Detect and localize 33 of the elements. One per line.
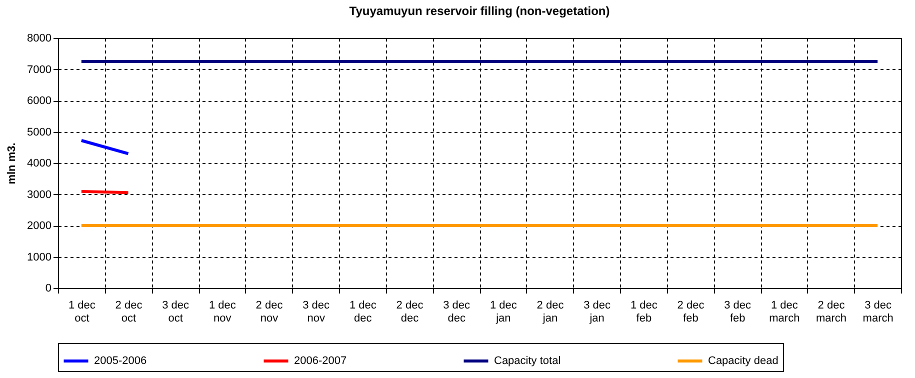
y-tick-label: 4000 (27, 158, 52, 170)
x-tick-label: 3 dec dec (443, 300, 471, 324)
y-tick-label: 3000 (27, 188, 52, 201)
x-tick-label: 1 dec jan (490, 300, 518, 324)
x-tick-label: 1 dec nov (208, 300, 236, 324)
y-tick-label: 8000 (27, 32, 52, 44)
x-tick-label: 3 dec feb (724, 300, 752, 324)
y-tick-label: 5000 (27, 126, 52, 138)
legend-label: Capacity dead (708, 355, 778, 367)
legend-label: 2005-2006 (94, 355, 147, 367)
y-tick-label: 1000 (27, 251, 52, 264)
x-tick-label: 1 dec oct (68, 300, 96, 324)
x-tick-label: 1 dec dec (349, 300, 377, 324)
y-tick-label: 7000 (27, 64, 52, 76)
x-tick-label: 2 dec oct (115, 300, 143, 324)
chart-title: Tyuyamuyun reservoir filling (non-vegetation) (349, 4, 610, 18)
x-tick-label: 3 dec nov (302, 300, 330, 324)
x-tick-label: 2 dec nov (256, 300, 284, 324)
x-tick-label: 3 dec oct (162, 300, 190, 324)
x-tick-label: 3 dec march (862, 300, 894, 324)
y-tick-label: 6000 (27, 95, 52, 107)
x-tick-label: 2 dec march (816, 300, 847, 324)
x-tick-label: 2 dec jan (536, 300, 564, 324)
y-axis-title: mln m3. (6, 142, 18, 184)
x-tick-label: 1 dec march (769, 300, 800, 324)
legend-label: 2006-2007 (294, 355, 347, 367)
x-tick-label: 2 dec dec (396, 300, 424, 324)
y-tick-label: 2000 (27, 220, 52, 232)
x-tick-label: 2 dec feb (677, 300, 705, 324)
x-tick-label: 1 dec feb (630, 300, 658, 324)
legend-label: Capacity total (494, 355, 561, 367)
x-tick-label: 3 dec jan (584, 300, 612, 324)
y-tick-label: 0 (45, 282, 52, 294)
